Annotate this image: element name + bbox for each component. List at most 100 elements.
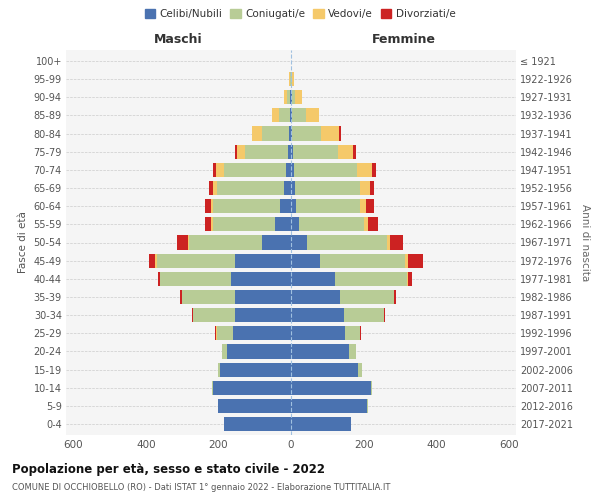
Bar [335, 272, 407, 286]
Bar [408, 272, 412, 286]
Bar [406, 254, 408, 268]
Bar [387, 236, 390, 250]
Bar [217, 181, 284, 195]
Bar [408, 254, 423, 268]
Bar [291, 399, 367, 413]
Bar [368, 218, 378, 232]
Bar [338, 144, 353, 159]
Y-axis label: Anni di nascita: Anni di nascita [580, 204, 590, 281]
Bar [192, 308, 193, 322]
Legend: Celibi/Nubili, Coniugati/e, Vedovi/e, Divorziati/e: Celibi/Nubili, Coniugati/e, Vedovi/e, Di… [140, 5, 460, 24]
Bar [190, 236, 262, 250]
Bar [290, 108, 291, 122]
Bar [237, 144, 245, 159]
Bar [306, 108, 319, 122]
Bar [262, 126, 289, 140]
Bar [360, 181, 370, 195]
Bar [358, 163, 372, 177]
Bar [218, 362, 220, 376]
Bar [235, 290, 291, 304]
Bar [235, 254, 291, 268]
Bar [211, 199, 213, 214]
Bar [295, 90, 302, 104]
Bar [182, 290, 235, 304]
Bar [339, 126, 341, 140]
Bar [291, 417, 351, 431]
Bar [292, 126, 321, 140]
Bar [291, 163, 294, 177]
Bar [291, 144, 293, 159]
Bar [291, 108, 292, 122]
Bar [262, 236, 291, 250]
Bar [280, 199, 291, 214]
Bar [209, 181, 213, 195]
Bar [291, 218, 299, 232]
Bar [275, 218, 291, 232]
Bar [407, 272, 408, 286]
Bar [291, 326, 346, 340]
Bar [235, 144, 237, 159]
Bar [291, 126, 292, 140]
Bar [205, 218, 211, 232]
Bar [291, 380, 371, 395]
Bar [291, 272, 335, 286]
Bar [360, 199, 367, 214]
Bar [367, 399, 368, 413]
Bar [383, 308, 385, 322]
Bar [216, 163, 224, 177]
Bar [394, 290, 396, 304]
Bar [291, 236, 307, 250]
Bar [346, 326, 360, 340]
Bar [193, 308, 235, 322]
Bar [293, 144, 338, 159]
Bar [292, 72, 294, 86]
Bar [371, 380, 372, 395]
Bar [358, 362, 362, 376]
Bar [390, 236, 403, 250]
Bar [284, 90, 287, 104]
Bar [295, 181, 360, 195]
Bar [353, 144, 356, 159]
Bar [218, 399, 291, 413]
Bar [217, 326, 233, 340]
Bar [288, 144, 291, 159]
Bar [181, 290, 182, 304]
Bar [294, 163, 358, 177]
Bar [292, 108, 306, 122]
Bar [213, 380, 291, 395]
Bar [289, 126, 291, 140]
Bar [286, 163, 291, 177]
Bar [291, 344, 349, 358]
Bar [233, 326, 291, 340]
Bar [279, 108, 290, 122]
Bar [188, 236, 190, 250]
Bar [224, 163, 286, 177]
Bar [272, 108, 279, 122]
Bar [157, 254, 235, 268]
Bar [227, 344, 291, 358]
Bar [149, 254, 155, 268]
Bar [158, 272, 160, 286]
Text: Femmine: Femmine [371, 34, 436, 46]
Bar [321, 126, 339, 140]
Bar [211, 218, 213, 232]
Bar [289, 72, 290, 86]
Bar [360, 326, 361, 340]
Bar [292, 90, 295, 104]
Bar [370, 181, 374, 195]
Bar [349, 344, 356, 358]
Bar [296, 199, 360, 214]
Bar [220, 362, 291, 376]
Bar [344, 308, 383, 322]
Bar [224, 417, 291, 431]
Bar [178, 236, 188, 250]
Text: Maschi: Maschi [154, 34, 203, 46]
Bar [291, 290, 340, 304]
Bar [290, 90, 291, 104]
Bar [320, 254, 406, 268]
Bar [205, 199, 211, 214]
Bar [245, 144, 288, 159]
Bar [215, 326, 216, 340]
Bar [291, 362, 358, 376]
Bar [213, 199, 280, 214]
